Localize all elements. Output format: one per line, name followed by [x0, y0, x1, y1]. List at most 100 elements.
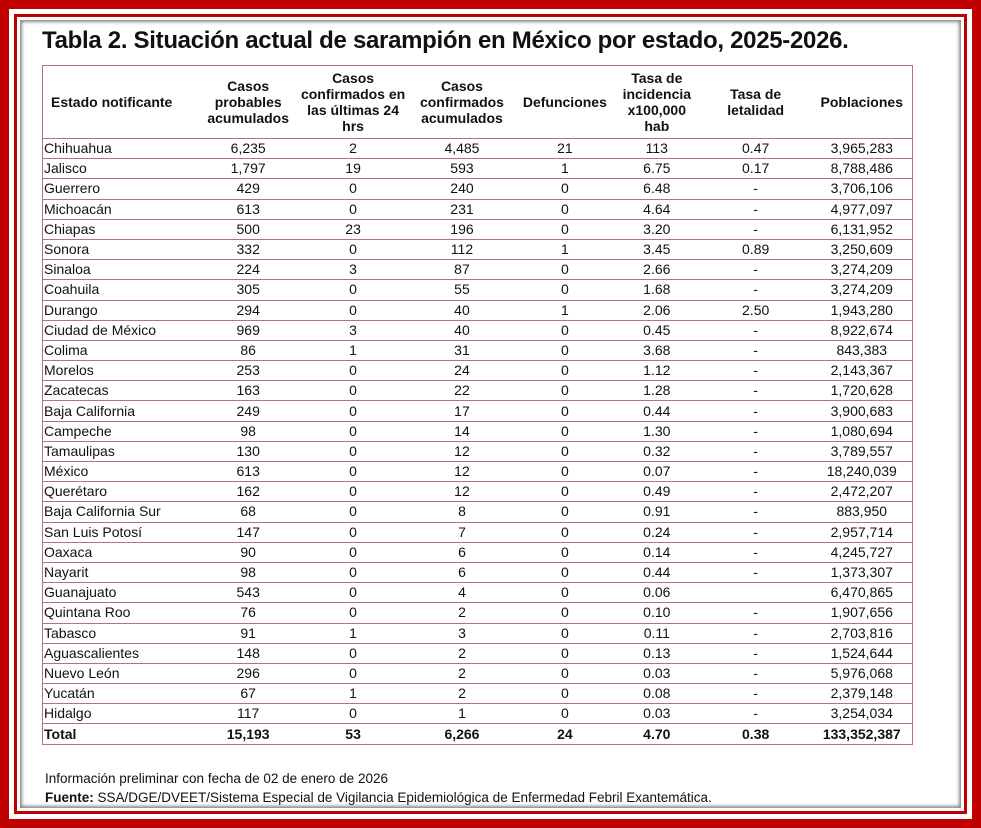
cell-state: México — [42, 460, 199, 483]
table-row: Hidalgo 117 0 1 0 0.03-3,254,034 — [42, 703, 913, 725]
cell-confirmed-cases: 12 — [408, 460, 516, 483]
frame-border — [14, 14, 967, 814]
cell-confirmed-24h: 0 — [298, 481, 409, 503]
table-row: Guerrero 429 0 240 0 6.48-3,706,106 — [42, 178, 913, 200]
cell-probable-cases: 68 — [198, 501, 299, 523]
cell-confirmed-cases: 12 — [408, 440, 516, 463]
cell-state: Aguascalientes — [42, 642, 199, 664]
cell-population: 1,373,307 — [811, 561, 913, 584]
cell-confirmed-cases: 593 — [408, 158, 516, 180]
table-row: Ciudad de México 969 3 40 0 0.45-8,922,674 — [42, 319, 913, 341]
cell-population: 883,950 — [811, 501, 913, 523]
cell-deaths: 0 — [515, 541, 614, 563]
cell-state: Campeche — [42, 420, 199, 442]
cell-probable-cases: 253 — [198, 360, 299, 382]
cell-confirmed-24h: 1 — [298, 622, 409, 644]
cell-incidence-rate: 3.68 — [613, 339, 700, 362]
cell-probable-cases: 130 — [198, 440, 299, 463]
cell-population: 2,472,207 — [811, 481, 913, 503]
cell-state: Sonora — [42, 238, 199, 261]
cell-fatality-rate: - — [699, 178, 812, 200]
table-row: Jalisco 1,797 19 593 1 6.75 0.17 8,788,486 — [42, 158, 913, 180]
cell-probable-cases: 1,797 — [198, 158, 299, 180]
table-row: Michoacán 613 0 231 0 4.64-4,977,097 — [42, 198, 913, 220]
cell-incidence-rate: 1.28 — [613, 380, 700, 402]
cell-deaths: 0 — [515, 481, 614, 503]
cell-confirmed-cases: 2 — [408, 683, 516, 705]
cell-fatality-rate: - — [699, 642, 812, 664]
cell-incidence-rate: 0.08 — [613, 683, 700, 705]
cell-probable-cases: 76 — [198, 602, 299, 624]
cell-population: 8,788,486 — [811, 158, 913, 180]
cell-fatality-rate: - — [699, 541, 812, 563]
cell-deaths: 0 — [515, 561, 614, 584]
cell-incidence-rate: 0.32 — [613, 440, 700, 463]
cell-population: 3,250,609 — [811, 238, 913, 261]
cell-deaths: 0 — [515, 380, 614, 402]
cell-deaths: 0 — [515, 218, 614, 240]
cell-incidence-rate: 113 — [613, 137, 700, 160]
cell-fatality-rate: - — [699, 521, 812, 543]
cell-probable-cases: 98 — [198, 561, 299, 584]
cell-population: 4,245,727 — [811, 541, 913, 563]
cell-fatality-rate: - — [699, 319, 812, 341]
cell-fatality-rate: - — [699, 622, 812, 644]
cell-fatality-rate: - — [699, 400, 812, 422]
cell-deaths: 0 — [515, 279, 614, 301]
table-row: Morelos 253 0 24 0 1.12-2,143,367 — [42, 360, 913, 382]
cell-confirmed-cases: 2 — [408, 602, 516, 624]
cell-population: 3,254,034 — [811, 703, 913, 725]
cell-confirmed-24h: 0 — [298, 198, 409, 220]
cell-confirmed-cases: 6 — [408, 561, 516, 584]
cell-probable-cases: 15,193 — [198, 723, 299, 745]
cell-population: 6,131,952 — [811, 218, 913, 240]
cell-confirmed-24h: 53 — [298, 723, 409, 745]
cell-deaths: 1 — [515, 238, 614, 261]
footnotes: Información preliminar con fecha de 02 d… — [45, 769, 712, 807]
cell-probable-cases: 162 — [198, 481, 299, 503]
cell-probable-cases: 429 — [198, 178, 299, 200]
cell-confirmed-24h: 0 — [298, 561, 409, 584]
cell-confirmed-24h: 0 — [298, 360, 409, 382]
cell-population: 3,274,209 — [811, 259, 913, 281]
cell-probable-cases: 67 — [198, 683, 299, 705]
cell-state: Michoacán — [42, 198, 199, 220]
cell-incidence-rate: 0.03 — [613, 703, 700, 725]
column-header-confirmed-24h: Casos confirmados en las últimas 24 hrs — [298, 65, 409, 139]
cell-fatality-rate: - — [699, 703, 812, 725]
cell-probable-cases: 332 — [198, 238, 299, 261]
cell-deaths: 0 — [515, 319, 614, 341]
cell-incidence-rate: 2.06 — [613, 299, 700, 321]
cell-probable-cases: 117 — [198, 703, 299, 725]
cell-state: Nayarit — [42, 561, 199, 584]
cell-confirmed-cases: 3 — [408, 622, 516, 644]
cell-state: Tamaulipas — [42, 440, 199, 463]
cell-deaths: 0 — [515, 178, 614, 200]
table-row: Sinaloa 224 3 87 0 2.66-3,274,209 — [42, 259, 913, 281]
cell-probable-cases: 613 — [198, 460, 299, 483]
cell-confirmed-24h: 0 — [298, 178, 409, 200]
column-header-fatality-rate: Tasa de letalidad — [699, 65, 812, 139]
cell-deaths: 0 — [515, 662, 614, 685]
cell-confirmed-cases: 1 — [408, 703, 516, 725]
cell-deaths: 0 — [515, 400, 614, 422]
cell-state: Baja California — [42, 400, 199, 422]
cell-confirmed-cases: 31 — [408, 339, 516, 362]
cell-fatality-rate: - — [699, 440, 812, 463]
cell-state: Colima — [42, 339, 199, 362]
cell-incidence-rate: 0.14 — [613, 541, 700, 563]
cell-state: Jalisco — [42, 158, 199, 180]
table-row: Quintana Roo 76 0 2 0 0.10-1,907,656 — [42, 602, 913, 624]
measles-table: Estado notificante Casos probables acumul… — [42, 65, 913, 745]
cell-population: 133,352,387 — [811, 723, 913, 745]
cell-population: 2,143,367 — [811, 360, 913, 382]
cell-state: Quintana Roo — [42, 602, 199, 624]
cell-population: 1,080,694 — [811, 420, 913, 442]
cell-fatality-rate: 0.38 — [699, 723, 812, 745]
cell-deaths: 0 — [515, 582, 614, 604]
source-note: Fuente: SSA/DGE/DVEET/Sistema Especial d… — [45, 788, 712, 807]
cell-incidence-rate: 0.44 — [613, 561, 700, 584]
cell-state: San Luis Potosí — [42, 521, 199, 543]
cell-state: Zacatecas — [42, 380, 199, 402]
cell-population: 3,706,106 — [811, 178, 913, 200]
